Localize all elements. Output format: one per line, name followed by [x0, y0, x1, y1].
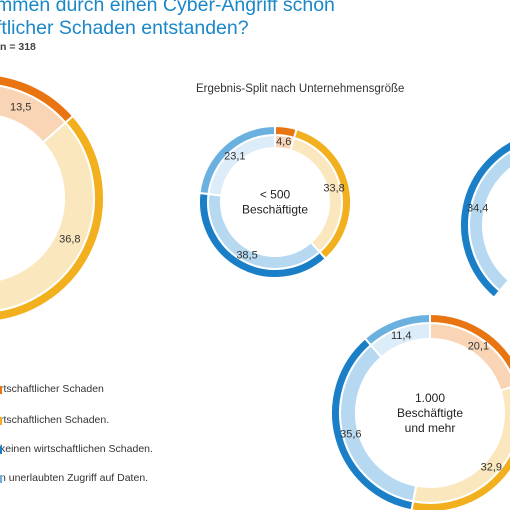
sample-size: n = 318 [0, 41, 36, 53]
donut-1-slice-2-outer [0, 114, 105, 322]
donut-4-center-label-3: und mehr [405, 421, 456, 435]
donut-1-data-label-2: 36,8 [59, 233, 80, 245]
legend-marker-3 [0, 446, 2, 454]
donut-2-data-label-4: 23,1 [224, 151, 245, 163]
split-title: Ergebnis-Split nach Unternehmensgröße [196, 83, 405, 95]
title-line-2: ftlicher Schaden entstanden? [0, 17, 249, 39]
legend-item-1: rtschaftlicher Schaden [0, 383, 104, 395]
legend-marker-2 [0, 417, 2, 425]
donut-2-center-label-2: Beschäftigte [242, 203, 308, 217]
donut-4-center-label-2: Beschäftigte [397, 406, 463, 420]
donut-2-center-label-1: < 500 [260, 188, 291, 202]
donut-4-data-label-3: 35,6 [340, 428, 361, 440]
legend-item-4: n unerlaubten Zugriff auf Daten. [0, 472, 149, 484]
donut-chart-3: 34,4 [459, 140, 510, 300]
donut-4-center-label-1: 1.000 [415, 391, 445, 405]
donut-2-data-label-2: 33,8 [323, 183, 344, 195]
donut-4-slice-4-outer [363, 312, 431, 347]
donut-4-data-label-1: 20,1 [468, 341, 489, 353]
legend-marker-1 [0, 386, 2, 394]
title-line-1: mmen durch einen Cyber-Angriff schon [0, 0, 335, 16]
donut-1-slice-2-inner [0, 121, 95, 312]
donut-2-slice-4-outer [198, 124, 276, 196]
donut-4-data-label-2: 32,9 [481, 461, 502, 473]
donut-2-data-label-3: 38,5 [236, 250, 257, 262]
chart-title: mmen durch einen Cyber-Angriff schon ftl… [0, 0, 510, 40]
donut-3-slice-1-outer [459, 140, 510, 300]
donut-3-data-label-1: 34,4 [467, 203, 488, 215]
legend-item-2: rtschaftlichen Schaden. [0, 414, 110, 426]
legend-marker-4 [0, 475, 2, 483]
donut-4-slice-1-outer [429, 312, 510, 375]
legend-item-3: keinen wirtschaftlichen Schaden. [0, 443, 153, 455]
donut-1-data-label-1: 13,5 [10, 102, 31, 114]
donut-4-data-label-4: 11,4 [391, 330, 412, 342]
donut-2-data-label-1: 4,6 [276, 136, 291, 148]
donut-chart-1: 13,536,8mment [0, 74, 105, 322]
